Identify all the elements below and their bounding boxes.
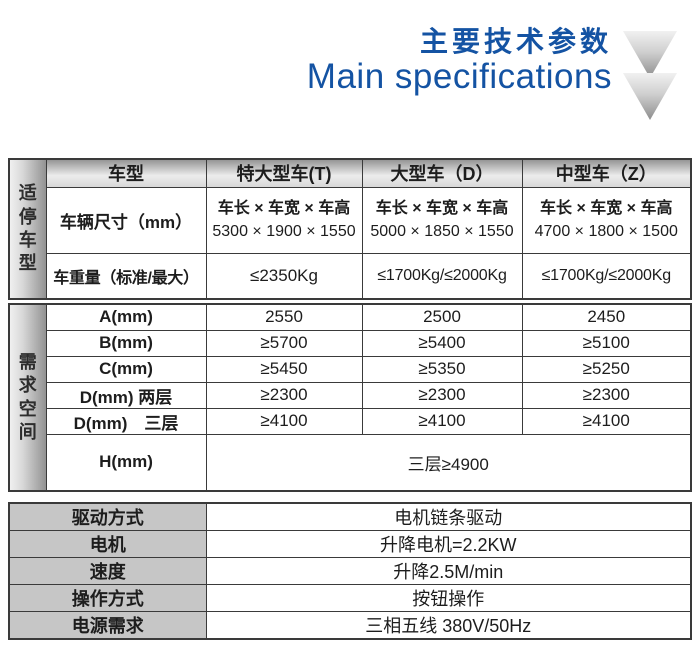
table-row: 车辆尺寸（mm） 车长 × 车宽 × 车高 5300 × 1900 × 1550… bbox=[9, 186, 692, 254]
row-label-drive-mode: 驱动方式 bbox=[8, 502, 207, 531]
table-row: 速度 升降2.5M/min bbox=[8, 557, 692, 585]
weight-cell-z: ≤1700Kg/≤2000Kg bbox=[521, 252, 692, 300]
value-c-t: ≥5450 bbox=[205, 355, 363, 383]
drive-power-table: 驱动方式 电机链条驱动 电机 升降电机=2.2KW 速度 升降2.5M/min … bbox=[8, 502, 692, 640]
table-row: 需求空间 A(mm) 2550 2500 2450 bbox=[8, 303, 692, 492]
row-label-c: C(mm) bbox=[45, 355, 207, 383]
row-label-d-two-level: D(mm) 两层 bbox=[45, 381, 207, 409]
vehicle-size-cell-z: 车长 × 车宽 × 车高 4700 × 1800 × 1500 bbox=[521, 186, 692, 254]
value-a-z: 2450 bbox=[521, 303, 692, 331]
table-row: 电源需求 三相五线 380V/50Hz bbox=[8, 611, 692, 640]
row-label-b: B(mm) bbox=[45, 329, 207, 357]
column-header-large: 大型车（D） bbox=[361, 158, 523, 188]
row-label-speed: 速度 bbox=[8, 557, 207, 585]
value-speed: 升降2.5M/min bbox=[205, 557, 692, 585]
value-d2-t: ≥2300 bbox=[205, 381, 363, 409]
row-label-a: A(mm) bbox=[45, 303, 207, 331]
page-title-english: Main specifications bbox=[306, 56, 612, 96]
required-space-table: 需求空间 A(mm) 2550 2500 2450 B(mm) ≥5700 ≥5… bbox=[8, 303, 692, 492]
table-row: 电机 升降电机=2.2KW bbox=[8, 530, 692, 558]
row-label-d-three-level: D(mm) 三层 bbox=[45, 407, 207, 435]
table-row: 车重量（标准/最大） ≤2350Kg ≤1700Kg/≤2000Kg ≤1700… bbox=[9, 252, 692, 300]
table-row: 操作方式 按钮操作 bbox=[8, 584, 692, 612]
value-c-d: ≥5350 bbox=[361, 355, 523, 383]
row-label-operation-mode: 操作方式 bbox=[8, 584, 207, 612]
weight-cell-t: ≤2350Kg bbox=[205, 252, 363, 300]
page-title-chinese: 主要技术参数 bbox=[419, 26, 612, 57]
vehicle-size-cell-t: 车长 × 车宽 × 车高 5300 × 1900 × 1550 bbox=[205, 186, 363, 254]
value-operation-mode: 按钮操作 bbox=[205, 584, 692, 612]
section-label-fit-vehicle: 适停车型 bbox=[8, 158, 47, 300]
weight-cell-d: ≤1700Kg/≤2000Kg bbox=[361, 252, 523, 300]
value-power-requirement: 三相五线 380V/50Hz bbox=[205, 611, 692, 640]
size-formula: 车长 × 车宽 × 车高 bbox=[540, 199, 673, 217]
value-d3-d: ≥4100 bbox=[361, 407, 523, 435]
value-b-z: ≥5100 bbox=[521, 329, 692, 357]
value-d3-z: ≥4100 bbox=[521, 407, 692, 435]
vertical-section-text: 适停车型 bbox=[18, 183, 37, 274]
row-label-h: H(mm) bbox=[45, 433, 207, 492]
value-a-d: 2500 bbox=[361, 303, 523, 331]
row-label-vehicle-weight: 车重量（标准/最大） bbox=[45, 252, 207, 300]
size-value: 4700 × 1800 × 1500 bbox=[534, 223, 678, 240]
table-row: B(mm) ≥5700 ≥5400 ≥5100 bbox=[9, 329, 692, 357]
column-header-extra-large: 特大型车(T) bbox=[205, 158, 363, 188]
table-row: D(mm) 两层 ≥2300 ≥2300 ≥2300 bbox=[9, 381, 692, 409]
value-motor: 升降电机=2.2KW bbox=[205, 530, 692, 558]
table-row: C(mm) ≥5450 ≥5350 ≥5250 bbox=[9, 355, 692, 383]
section-label-required-space: 需求空间 bbox=[8, 303, 47, 492]
size-value: 5000 × 1850 × 1550 bbox=[370, 223, 514, 240]
size-value: 5300 × 1900 × 1550 bbox=[212, 223, 356, 240]
table-row: 驱动方式 电机链条驱动 bbox=[8, 502, 692, 531]
row-label-motor: 电机 bbox=[8, 530, 207, 558]
table-row: D(mm) 三层 ≥4100 ≥4100 ≥4100 bbox=[9, 407, 692, 435]
chevron-down-icon bbox=[623, 73, 677, 120]
table-row: H(mm) 三层≥4900 bbox=[9, 433, 692, 492]
size-formula: 车长 × 车宽 × 车高 bbox=[375, 199, 509, 217]
page-header: 主要技术参数 Main specifications bbox=[307, 25, 612, 95]
value-c-z: ≥5250 bbox=[521, 355, 692, 383]
fit-vehicle-table: 适停车型 车型 特大型车(T) 大型车（D） 中型车（Z） 车辆尺寸（mm） 车… bbox=[8, 158, 692, 300]
value-d2-z: ≥2300 bbox=[521, 381, 692, 409]
size-formula: 车长 × 车宽 × 车高 bbox=[217, 199, 351, 217]
value-h-merged: 三层≥4900 bbox=[205, 433, 692, 492]
value-d2-d: ≥2300 bbox=[361, 381, 523, 409]
row-label-vehicle-size: 车辆尺寸（mm） bbox=[45, 186, 207, 254]
value-drive-mode: 电机链条驱动 bbox=[205, 502, 692, 531]
vehicle-size-cell-d: 车长 × 车宽 × 车高 5000 × 1850 × 1550 bbox=[361, 186, 523, 254]
column-header-type: 车型 bbox=[45, 158, 207, 188]
value-b-t: ≥5700 bbox=[205, 329, 363, 357]
value-b-d: ≥5400 bbox=[361, 329, 523, 357]
vertical-section-text: 需求空间 bbox=[18, 351, 37, 442]
value-d3-t: ≥4100 bbox=[205, 407, 363, 435]
column-header-medium: 中型车（Z） bbox=[521, 158, 692, 188]
chevron-down-icon bbox=[623, 31, 677, 78]
value-a-t: 2550 bbox=[205, 303, 363, 331]
row-label-power-requirement: 电源需求 bbox=[8, 611, 207, 640]
